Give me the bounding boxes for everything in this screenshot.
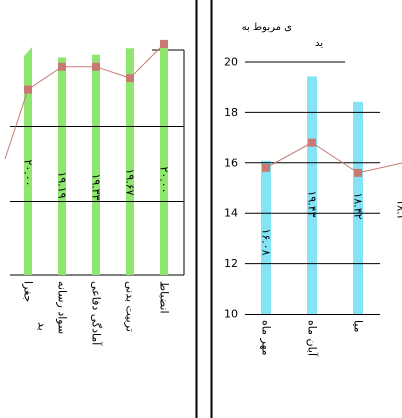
right-category-label: آبان ماه <box>306 320 320 357</box>
right-ytick-label: 14 <box>224 207 238 220</box>
left-series-line <box>4 43 165 160</box>
left-category-label: جغرا <box>22 281 35 302</box>
left-category-label: سواد رسانه <box>56 281 69 334</box>
right-data-label-partial: ۱۸.۲ <box>395 199 402 220</box>
right-data-label: ۱۶.۰۸ <box>260 228 273 255</box>
right-category-label: میا <box>352 320 365 333</box>
left-series-marker <box>24 85 32 94</box>
right-ytick-label: 18 <box>224 106 238 119</box>
left-bar <box>92 54 100 276</box>
right-data-label: ۱۸.۴۲ <box>352 192 365 219</box>
left-bar <box>160 42 168 275</box>
right-bar <box>353 101 363 314</box>
right-series-marker <box>308 138 316 147</box>
right-series-marker <box>354 168 362 177</box>
left-category-label: آمادگی دفاعی <box>90 281 104 346</box>
left-data-label: ۱۹.۳۳ <box>90 173 103 200</box>
right-ytick-label: 16 <box>224 156 238 169</box>
right-ytick-label: 12 <box>224 257 238 270</box>
right-bar <box>261 160 271 314</box>
left-series-marker <box>58 62 66 71</box>
left-bar <box>126 48 134 275</box>
right-ytick-label: 10 <box>224 308 238 321</box>
right-series-marker <box>262 163 270 172</box>
left-data-label: ۱۹.۶۷ <box>124 168 137 195</box>
left-series-marker <box>92 62 100 71</box>
left-bar <box>58 57 66 275</box>
right-chart-title: ی مربوط به <box>242 22 293 33</box>
left-category-label: انضباط <box>158 281 171 314</box>
left-data-label: ۲۰.۰۰ <box>22 159 35 186</box>
right-category-label: مهر ماه <box>260 320 273 356</box>
right-bar <box>307 76 317 314</box>
left-category-sublabel: بد <box>36 322 49 331</box>
left-bar <box>24 47 32 275</box>
left-series-marker <box>126 74 134 83</box>
panel-dividers <box>195 0 213 418</box>
right-chart-title-line2: ید <box>315 38 323 49</box>
right-ytick-label: 20 <box>224 56 238 69</box>
right-series-line <box>265 142 402 174</box>
left-series-marker <box>160 39 168 48</box>
right-data-label: ۱۹.۴۳ <box>306 190 319 217</box>
left-data-label: ۲۰.۰۰ <box>158 166 171 193</box>
left-chart: ۲۰.۰۰ ۱۹.۱۹ ۱۹.۳۳ ۱۹.۶۷ ۲۰.۰۰ جغرا سواد رسانه آ… <box>4 39 185 346</box>
right-chart: ی مربوط به ید 10 12 14 16 18 20 ۱۶.۰۸ ۱۹.۴۳ ۱۸.۴۲ ۱… <box>224 22 402 357</box>
left-data-label: ۱۹.۱۹ <box>56 171 69 198</box>
left-category-label: تربیت بدنی <box>124 281 137 332</box>
